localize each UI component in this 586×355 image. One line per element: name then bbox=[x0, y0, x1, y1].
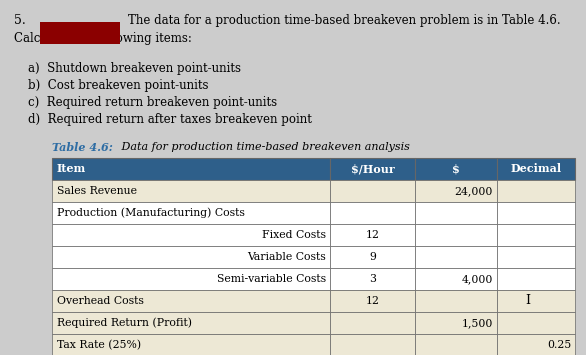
Bar bbox=[415, 312, 497, 334]
Bar bbox=[330, 312, 415, 334]
Bar bbox=[330, 202, 415, 224]
Bar bbox=[52, 290, 330, 312]
Text: I: I bbox=[526, 295, 531, 307]
Text: d)  Required return after taxes breakeven point: d) Required return after taxes breakeven… bbox=[28, 113, 312, 126]
Bar bbox=[330, 224, 415, 246]
Text: Production (Manufacturing) Costs: Production (Manufacturing) Costs bbox=[57, 208, 245, 218]
Text: Calculate the following items:: Calculate the following items: bbox=[14, 32, 192, 45]
Bar bbox=[497, 180, 575, 202]
Text: 5.: 5. bbox=[14, 14, 26, 27]
Bar bbox=[52, 334, 330, 355]
Text: a)  Shutdown breakeven point-units: a) Shutdown breakeven point-units bbox=[28, 62, 241, 75]
Bar bbox=[497, 290, 575, 312]
Bar bbox=[330, 158, 415, 180]
Bar bbox=[497, 202, 575, 224]
Bar bbox=[415, 180, 497, 202]
Bar bbox=[415, 334, 497, 355]
Text: c)  Required return breakeven point-units: c) Required return breakeven point-units bbox=[28, 96, 277, 109]
Bar bbox=[52, 158, 330, 180]
Text: 12: 12 bbox=[366, 296, 380, 306]
Text: Semi-variable Costs: Semi-variable Costs bbox=[217, 274, 326, 284]
Text: The data for a production time-based breakeven problem is in Table 4.6.: The data for a production time-based bre… bbox=[128, 14, 561, 27]
Bar bbox=[52, 312, 330, 334]
Bar bbox=[415, 268, 497, 290]
Text: Table 4.6:: Table 4.6: bbox=[52, 142, 113, 153]
Bar bbox=[415, 158, 497, 180]
Bar bbox=[415, 224, 497, 246]
Text: Required Return (Profit): Required Return (Profit) bbox=[57, 318, 192, 328]
Bar bbox=[415, 246, 497, 268]
Text: $/Hour: $/Hour bbox=[350, 164, 394, 175]
Text: 24,000: 24,000 bbox=[455, 186, 493, 196]
Text: Sales Revenue: Sales Revenue bbox=[57, 186, 137, 196]
Bar bbox=[330, 268, 415, 290]
Text: Overhead Costs: Overhead Costs bbox=[57, 296, 144, 306]
Text: Tax Rate (25%): Tax Rate (25%) bbox=[57, 340, 141, 350]
Bar bbox=[330, 290, 415, 312]
Bar bbox=[52, 224, 330, 246]
Bar bbox=[52, 180, 330, 202]
Bar bbox=[497, 246, 575, 268]
Text: $: $ bbox=[452, 164, 460, 175]
Bar bbox=[497, 268, 575, 290]
Bar bbox=[52, 202, 330, 224]
Bar bbox=[330, 180, 415, 202]
Bar bbox=[415, 202, 497, 224]
Text: b)  Cost breakeven point-units: b) Cost breakeven point-units bbox=[28, 79, 209, 92]
Text: 9: 9 bbox=[369, 252, 376, 262]
Bar bbox=[330, 246, 415, 268]
Bar bbox=[40, 22, 120, 44]
Text: Item: Item bbox=[57, 164, 86, 175]
Text: 4,000: 4,000 bbox=[462, 274, 493, 284]
Bar bbox=[497, 158, 575, 180]
Bar bbox=[497, 334, 575, 355]
Text: 3: 3 bbox=[369, 274, 376, 284]
Text: Fixed Costs: Fixed Costs bbox=[262, 230, 326, 240]
Text: 0.25: 0.25 bbox=[547, 340, 571, 350]
Bar bbox=[52, 268, 330, 290]
Bar bbox=[52, 246, 330, 268]
Bar bbox=[497, 312, 575, 334]
Bar bbox=[415, 290, 497, 312]
Text: Variable Costs: Variable Costs bbox=[247, 252, 326, 262]
Text: 1,500: 1,500 bbox=[462, 318, 493, 328]
Bar bbox=[497, 224, 575, 246]
Text: Decimal: Decimal bbox=[510, 164, 561, 175]
Bar bbox=[330, 334, 415, 355]
Text: Data for production time-based breakeven analysis: Data for production time-based breakeven… bbox=[118, 142, 410, 152]
Text: 12: 12 bbox=[366, 230, 380, 240]
